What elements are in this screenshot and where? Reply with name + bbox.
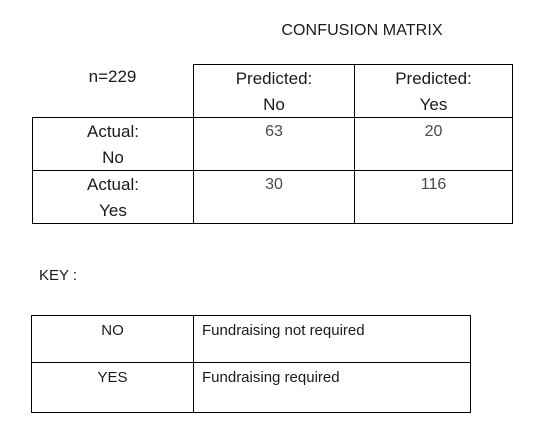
cell-actual-yes-predicted-yes: 116 [354,170,513,224]
row-header-actual-no: Actual: No [32,117,194,171]
col-header-line2: Yes [419,95,448,114]
col-header-predicted-yes: Predicted: Yes [354,64,513,118]
row-header-line1: Actual: [87,175,139,194]
cell-actual-no-predicted-yes: 20 [354,117,513,171]
col-header-predicted-no: Predicted: No [193,64,355,118]
row-header-actual-yes: Actual: Yes [32,170,194,224]
sample-size-label: n=229 [88,67,137,86]
row-header-line2: Yes [99,201,127,220]
key-code-no: NO [31,315,194,363]
key-label: KEY : [39,267,78,284]
row-header-line1: Actual: [87,122,139,141]
col-header-line1: Predicted: [395,69,472,88]
col-header-line2: No [263,95,285,114]
cell-actual-no-predicted-no: 63 [193,117,355,171]
page-title: CONFUSION MATRIX [281,22,443,39]
key-code-yes: YES [31,362,194,413]
key-meaning-yes: Fundraising required [193,362,471,413]
cell-actual-yes-predicted-no: 30 [193,170,355,224]
row-header-line2: No [102,148,124,167]
col-header-line1: Predicted: [235,69,313,88]
key-meaning-no: Fundraising not required [193,315,471,363]
